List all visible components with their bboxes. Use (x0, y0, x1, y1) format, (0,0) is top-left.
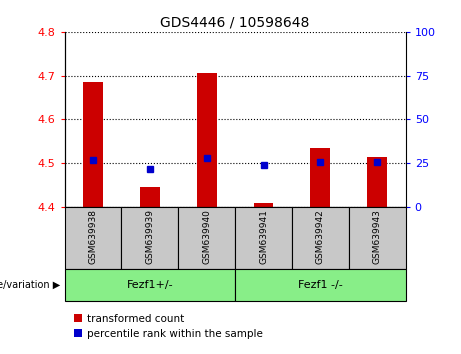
Bar (235, 207, 292, 269)
Bar (197, 74, 217, 207)
Bar (83, 82, 103, 207)
Bar (178, 207, 235, 269)
Text: GSM639940: GSM639940 (202, 209, 211, 264)
Text: Fezf1+/-: Fezf1+/- (126, 280, 173, 290)
Text: genotype/variation ▶: genotype/variation ▶ (0, 280, 60, 290)
Bar (140, 187, 160, 207)
Bar (65, 269, 235, 301)
Text: GSM639941: GSM639941 (259, 209, 268, 264)
Bar (310, 148, 331, 207)
Text: GSM639942: GSM639942 (316, 209, 325, 264)
Bar (121, 207, 178, 269)
Bar (367, 157, 387, 207)
Legend: transformed count, percentile rank within the sample: transformed count, percentile rank withi… (70, 310, 267, 343)
Text: GSM639943: GSM639943 (373, 209, 382, 264)
Bar (292, 207, 349, 269)
Bar (65, 207, 121, 269)
Bar (254, 203, 273, 207)
Text: GSM639938: GSM639938 (89, 209, 97, 264)
Title: GDS4446 / 10598648: GDS4446 / 10598648 (160, 15, 310, 29)
Text: GSM639939: GSM639939 (145, 209, 154, 264)
Bar (235, 269, 406, 301)
Bar (349, 207, 406, 269)
Text: Fezf1 -/-: Fezf1 -/- (298, 280, 343, 290)
